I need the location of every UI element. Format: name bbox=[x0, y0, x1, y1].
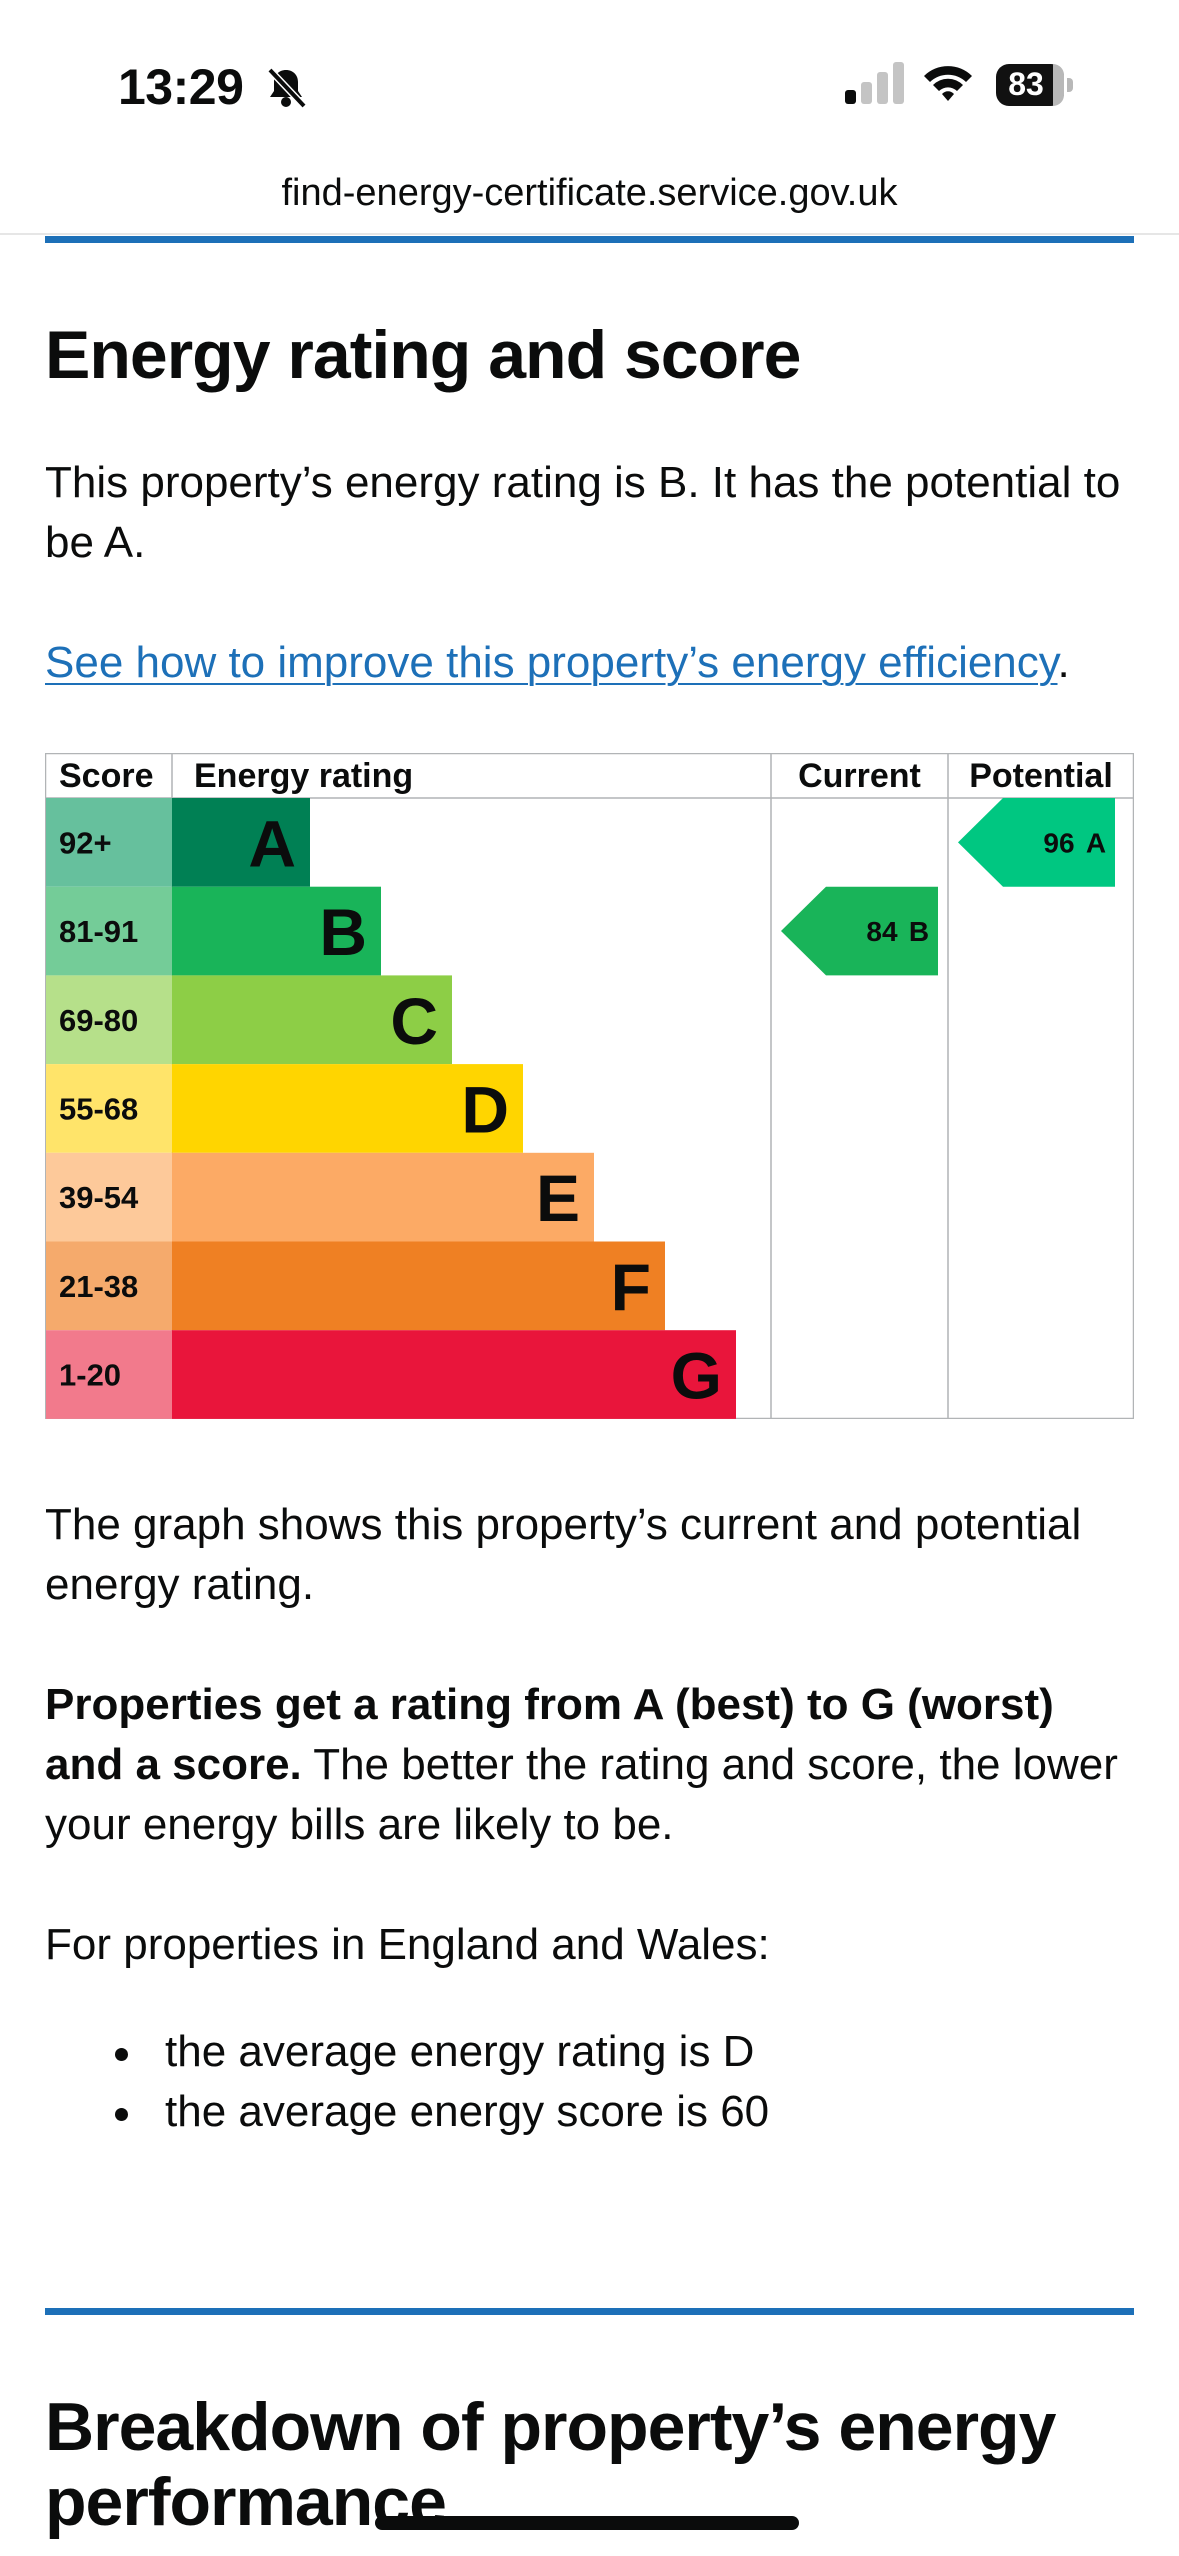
list-item: the average energy score is 60 bbox=[114, 2082, 769, 2142]
score-label-f: 21-38 bbox=[59, 1269, 138, 1304]
wifi-icon bbox=[924, 66, 972, 101]
section-divider bbox=[45, 236, 1134, 243]
rating-letter-e: E bbox=[536, 1161, 580, 1235]
potential-rating-arrow bbox=[958, 798, 1115, 887]
score-label-d: 55-68 bbox=[59, 1091, 138, 1126]
battery-indicator: 83 bbox=[996, 64, 1076, 106]
rating-bar-b bbox=[172, 886, 381, 976]
silent-bell-icon bbox=[267, 67, 307, 109]
battery-level: 83 bbox=[1008, 66, 1044, 102]
score-cell-a bbox=[46, 798, 172, 887]
rating-letter-d: D bbox=[461, 1072, 509, 1146]
rating-letter-a: A bbox=[248, 806, 296, 880]
header-potential: Potential bbox=[969, 757, 1113, 795]
improve-link-suffix: . bbox=[1057, 638, 1070, 687]
score-cell-d bbox=[46, 1064, 172, 1153]
rating-bar-a bbox=[172, 798, 310, 887]
score-cell-b bbox=[46, 886, 172, 976]
score-label-e: 39-54 bbox=[59, 1180, 139, 1215]
rating-bar-c bbox=[172, 975, 452, 1065]
graph-explanation-text: The graph shows this property’s current … bbox=[45, 1500, 1082, 1609]
rating-range-bold: Properties get a rating from A (best) to… bbox=[45, 1680, 1054, 1789]
rating-letter-f: F bbox=[611, 1250, 651, 1324]
rating-intro-text: This property’s energy rating is B. It h… bbox=[45, 458, 1121, 567]
potential-rating-letter: A bbox=[1086, 827, 1106, 858]
rating-letter-c: C bbox=[390, 984, 438, 1058]
home-indicator[interactable] bbox=[375, 2516, 799, 2530]
score-label-b: 81-91 bbox=[59, 914, 138, 949]
score-label-a: 92+ bbox=[59, 825, 112, 860]
energy-rating-graph: Score Energy rating Current Potential 92+ A 81… bbox=[45, 753, 1134, 1419]
improve-efficiency-link[interactable]: See how to improve this property’s energ… bbox=[45, 638, 1058, 687]
rating-range-text: Properties get a rating from A (best) to… bbox=[45, 1675, 1135, 1855]
rating-bar-e bbox=[172, 1152, 594, 1242]
averages-list: the average energy rating is D the avera… bbox=[45, 2022, 769, 2142]
score-cell-g bbox=[46, 1330, 172, 1419]
potential-rating-score: 96 bbox=[1043, 827, 1074, 858]
energy-rating-heading: Energy rating and score bbox=[45, 317, 801, 393]
signal-strength-icon bbox=[845, 62, 904, 104]
breakdown-heading: Breakdown of property’s energy performan… bbox=[45, 2389, 1056, 2540]
header-energy-rating: Energy rating bbox=[194, 757, 413, 795]
status-time: 13:29 bbox=[118, 59, 244, 115]
england-wales-text: For properties in England and Wales: bbox=[45, 1920, 770, 1969]
current-rating-score: 84 bbox=[866, 916, 898, 947]
url-bar[interactable]: find-energy-certificate.service.gov.uk bbox=[281, 172, 898, 214]
header-current: Current bbox=[798, 757, 921, 795]
current-rating-letter: B bbox=[909, 916, 929, 947]
score-cell-f bbox=[46, 1241, 172, 1331]
list-item: the average energy rating is D bbox=[114, 2022, 769, 2082]
rating-range-rest: The better the rating and score, the low… bbox=[45, 1740, 1118, 1849]
rating-bar-d bbox=[172, 1064, 523, 1153]
score-cell-c bbox=[46, 975, 172, 1065]
current-rating-arrow bbox=[781, 886, 938, 976]
score-label-g: 1-20 bbox=[59, 1358, 121, 1393]
section-divider bbox=[45, 2308, 1134, 2315]
rating-bar-f bbox=[172, 1241, 665, 1331]
score-cell-e bbox=[46, 1152, 172, 1242]
url-bar-divider bbox=[0, 233, 1179, 235]
improve-paragraph: See how to improve this property’s energ… bbox=[45, 633, 1145, 693]
header-score: Score bbox=[59, 757, 154, 795]
score-label-c: 69-80 bbox=[59, 1003, 138, 1038]
rating-letter-g: G bbox=[671, 1339, 722, 1413]
energy-rating-graph-svg: Score Energy rating Current Potential 92+ A 81… bbox=[45, 753, 1134, 1419]
rating-bar-g bbox=[172, 1330, 736, 1419]
rating-letter-b: B bbox=[319, 895, 367, 969]
